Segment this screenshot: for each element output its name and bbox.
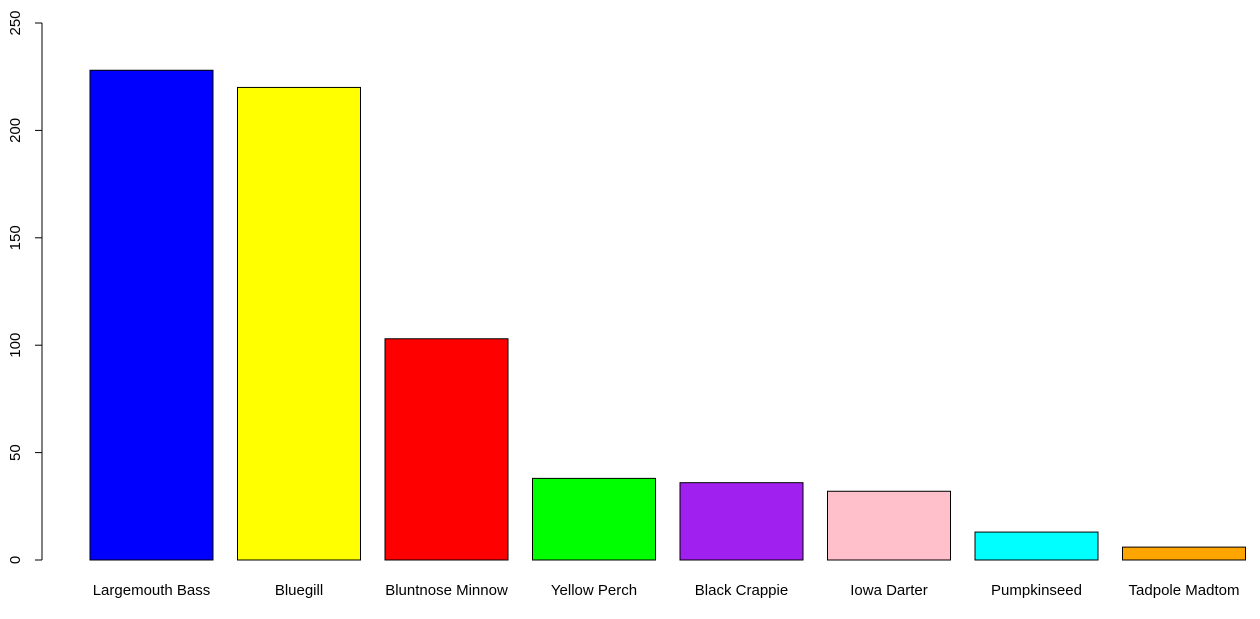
bar-pumpkinseed bbox=[974, 531, 1099, 561]
y-tick-label: 100 bbox=[7, 333, 24, 358]
y-tick-label: 150 bbox=[7, 225, 24, 250]
x-category-label: Iowa Darter bbox=[850, 582, 928, 599]
x-category-label: Bluegill bbox=[275, 582, 323, 599]
y-tick-label: 250 bbox=[7, 10, 24, 35]
bar-iowa-darter bbox=[827, 490, 951, 561]
x-category-label: Bluntnose Minnow bbox=[385, 582, 508, 599]
bar-black-crappie bbox=[679, 482, 804, 561]
bar-yellow-perch bbox=[532, 477, 656, 561]
x-axis-labels: Largemouth Bass Bluegill Bluntnose Minnow Y… bbox=[93, 582, 1240, 599]
x-category-label: Black Crappie bbox=[695, 582, 788, 599]
bar-bluntnose-minnow bbox=[384, 338, 509, 561]
bar-tadpole-madtom bbox=[1122, 546, 1246, 561]
y-tick-label: 50 bbox=[7, 444, 24, 461]
y-tick-label: 0 bbox=[7, 556, 24, 564]
x-category-label: Pumpkinseed bbox=[991, 582, 1082, 599]
bar-bluegill bbox=[237, 86, 361, 561]
y-axis: 0 50 100 150 200 250 bbox=[7, 10, 43, 564]
x-category-label: Yellow Perch bbox=[551, 582, 637, 599]
bar-largemouth-bass bbox=[89, 69, 214, 561]
bars bbox=[89, 69, 1246, 561]
x-category-label: Largemouth Bass bbox=[93, 582, 211, 599]
x-category-label: Tadpole Madtom bbox=[1129, 582, 1240, 599]
y-tick-label: 200 bbox=[7, 118, 24, 143]
